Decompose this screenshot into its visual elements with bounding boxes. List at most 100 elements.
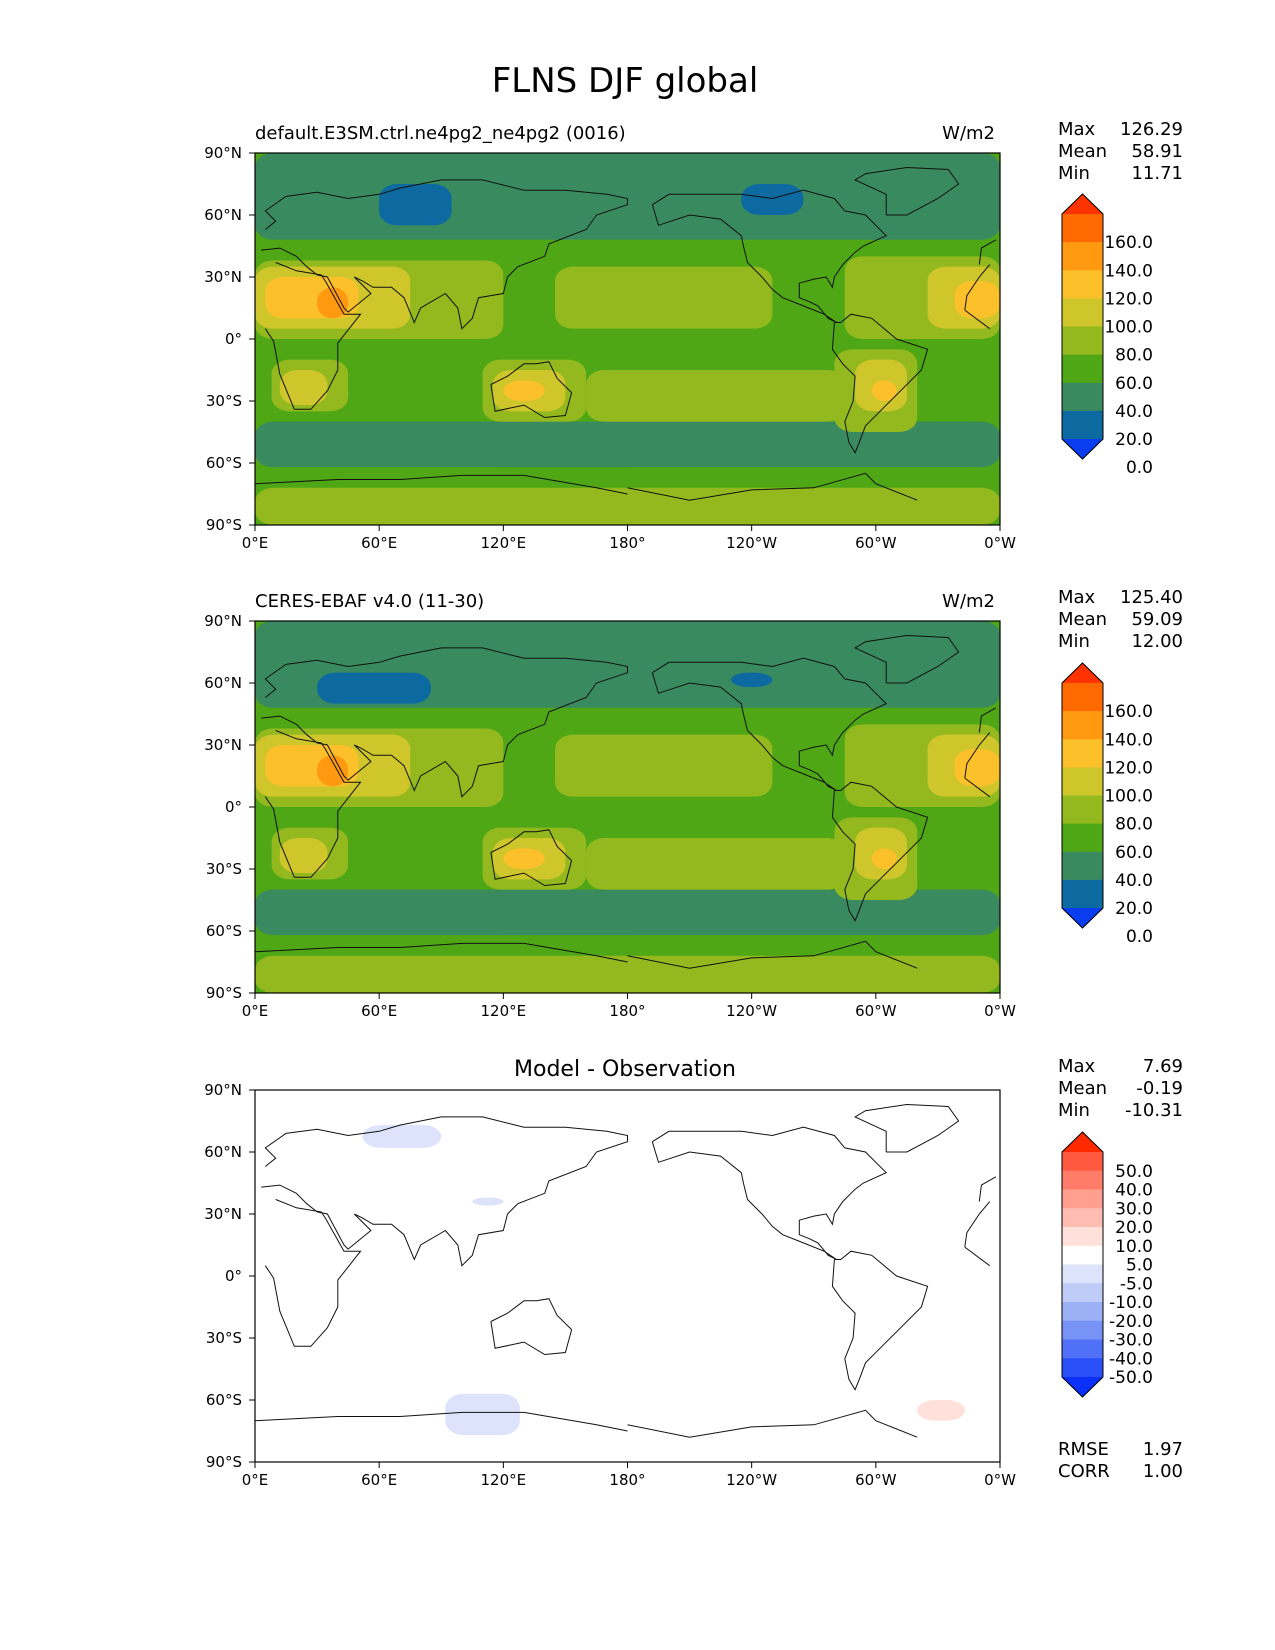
- panel-model-map: [255, 153, 1000, 525]
- y-tick-label: 90°S: [206, 984, 242, 1002]
- colorbar-segment: [1062, 1264, 1103, 1284]
- y-tick-label: 90°N: [204, 144, 242, 162]
- y-tick-label: 30°N: [204, 268, 242, 286]
- contour-region: [730, 672, 773, 688]
- contour-region: [482, 432, 649, 468]
- contour-region: [255, 955, 1000, 993]
- stat-label-min: Min: [1058, 631, 1090, 652]
- contour-region: [954, 281, 1000, 319]
- x-tick-label: 180°: [609, 1471, 645, 1489]
- y-tick-label: 60°S: [206, 454, 242, 472]
- y-tick-label: 90°N: [204, 1081, 242, 1099]
- x-tick-label: 60°W: [855, 1002, 897, 1020]
- x-tick-label: 60°E: [361, 534, 397, 552]
- panel-diff-center-title: Model - Observation: [514, 1057, 736, 1082]
- x-tick-label: 180°: [609, 1002, 645, 1020]
- colorbar-label: 5.0: [1126, 1256, 1153, 1276]
- stat-value-rmse: 1.97: [1143, 1439, 1183, 1460]
- colorbar-label: 60.0: [1115, 843, 1153, 863]
- x-tick-label: 120°W: [726, 1002, 777, 1020]
- x-tick-label: 120°W: [726, 1471, 777, 1489]
- colorbar-segment: [1062, 1208, 1103, 1228]
- colorbar-segment: [1062, 795, 1103, 825]
- y-tick-label: 90°N: [204, 612, 242, 630]
- y-tick-label: 30°S: [206, 860, 242, 878]
- colorbar-label: 10.0: [1115, 1237, 1153, 1257]
- stat-label-min: Min: [1058, 163, 1090, 184]
- colorbar-extend-max: [1062, 663, 1103, 683]
- colorbar-label: 20.0: [1115, 1218, 1153, 1238]
- y-tick-label: 60°S: [206, 1391, 242, 1409]
- x-tick-label: 180°: [609, 534, 645, 552]
- coastline: [651, 189, 888, 323]
- stat-value-max: 126.29: [1120, 119, 1183, 140]
- colorbar-segment: [1062, 1227, 1103, 1247]
- y-tick-label: 30°N: [204, 736, 242, 754]
- y-tick-label: 0°: [225, 1267, 242, 1285]
- y-tick-label: 30°N: [204, 1205, 242, 1223]
- colorbar-label: -30.0: [1109, 1331, 1153, 1351]
- panel-obs-units: W/m2: [942, 591, 995, 612]
- panel-model-axes: 0°E 60°E 120°E 180° 120°W 60°W 0°W 90°N 60°N 30°N…: [204, 144, 1016, 552]
- panel-diff-axes: 0°E 60°E 120°E 180° 120°W 60°W 0°W 90°N 60°N 30°N…: [204, 1081, 1016, 1489]
- y-tick-label: 0°: [225, 330, 242, 348]
- coastline: [255, 1409, 918, 1438]
- y-tick-label: 60°S: [206, 922, 242, 940]
- colorbar-segment: [1062, 1152, 1103, 1172]
- stat-label-min: Min: [1058, 1100, 1090, 1121]
- colorbar-label: -20.0: [1109, 1312, 1153, 1332]
- stat-value-min: 12.00: [1131, 631, 1183, 652]
- stat-value-max: 125.40: [1120, 587, 1183, 608]
- colorbar-segment: [1062, 1189, 1103, 1209]
- contour-region: [741, 184, 804, 215]
- contour-region: [482, 900, 649, 936]
- stat-label-max: Max: [1058, 119, 1096, 140]
- panel-obs-axes: 0°E 60°E 120°E 180° 120°W 60°W 0°W 90°N 60°N 30°N…: [204, 612, 1016, 1020]
- colorbar-label: 80.0: [1115, 346, 1153, 366]
- contour-region: [317, 672, 431, 704]
- coastline: [854, 1103, 960, 1153]
- stat-value-mean: 59.09: [1131, 609, 1183, 630]
- contour-region: [871, 848, 897, 869]
- contour-region: [472, 1197, 504, 1206]
- x-tick-label: 0°W: [984, 1471, 1016, 1489]
- colorbar-label: -50.0: [1109, 1368, 1153, 1388]
- x-tick-label: 60°W: [855, 534, 897, 552]
- x-tick-label: 0°E: [242, 534, 269, 552]
- colorbar-segment: [1062, 851, 1103, 881]
- coastline: [255, 940, 918, 969]
- colorbar-label: 80.0: [1115, 815, 1153, 835]
- coastline: [651, 657, 888, 791]
- y-tick-label: 0°: [225, 798, 242, 816]
- colorbar-extend-min: [1062, 908, 1103, 928]
- stat-value-min: -10.31: [1125, 1100, 1183, 1121]
- colorbar-segment: [1062, 354, 1103, 384]
- colorbar-segment: [1062, 1283, 1103, 1303]
- x-tick-label: 120°W: [726, 534, 777, 552]
- panel-diff-map: [255, 1090, 1000, 1462]
- colorbar-label: 140.0: [1104, 261, 1153, 281]
- stat-label-mean: Mean: [1058, 609, 1107, 630]
- panel-obs-label: CERES-EBAF v4.0 (11-30): [255, 591, 484, 612]
- contour-region: [555, 266, 773, 329]
- colorbar-segment: [1062, 1302, 1103, 1322]
- colorbar-label: 100.0: [1104, 787, 1153, 807]
- stat-label-rmse: RMSE: [1058, 1439, 1109, 1460]
- contour-region: [586, 838, 845, 890]
- colorbar-segment: [1062, 767, 1103, 796]
- figure-title: FLNS DJF global: [492, 61, 759, 101]
- colorbar-extend-min: [1062, 439, 1103, 459]
- contour-region: [362, 1125, 442, 1148]
- contour-region: [917, 1400, 965, 1421]
- colorbar-segment: [1062, 1245, 1103, 1265]
- colorbar-segment: [1062, 823, 1103, 853]
- colorbar-segment: [1062, 382, 1103, 412]
- y-tick-label: 90°S: [206, 1453, 242, 1471]
- colorbar-label: 40.0: [1115, 871, 1153, 891]
- coastline: [261, 179, 997, 330]
- contour-region: [586, 370, 845, 422]
- coastline: [651, 1126, 888, 1260]
- colorbar-segment: [1062, 711, 1103, 740]
- x-tick-label: 0°E: [242, 1002, 269, 1020]
- colorbar-segment: [1062, 298, 1103, 327]
